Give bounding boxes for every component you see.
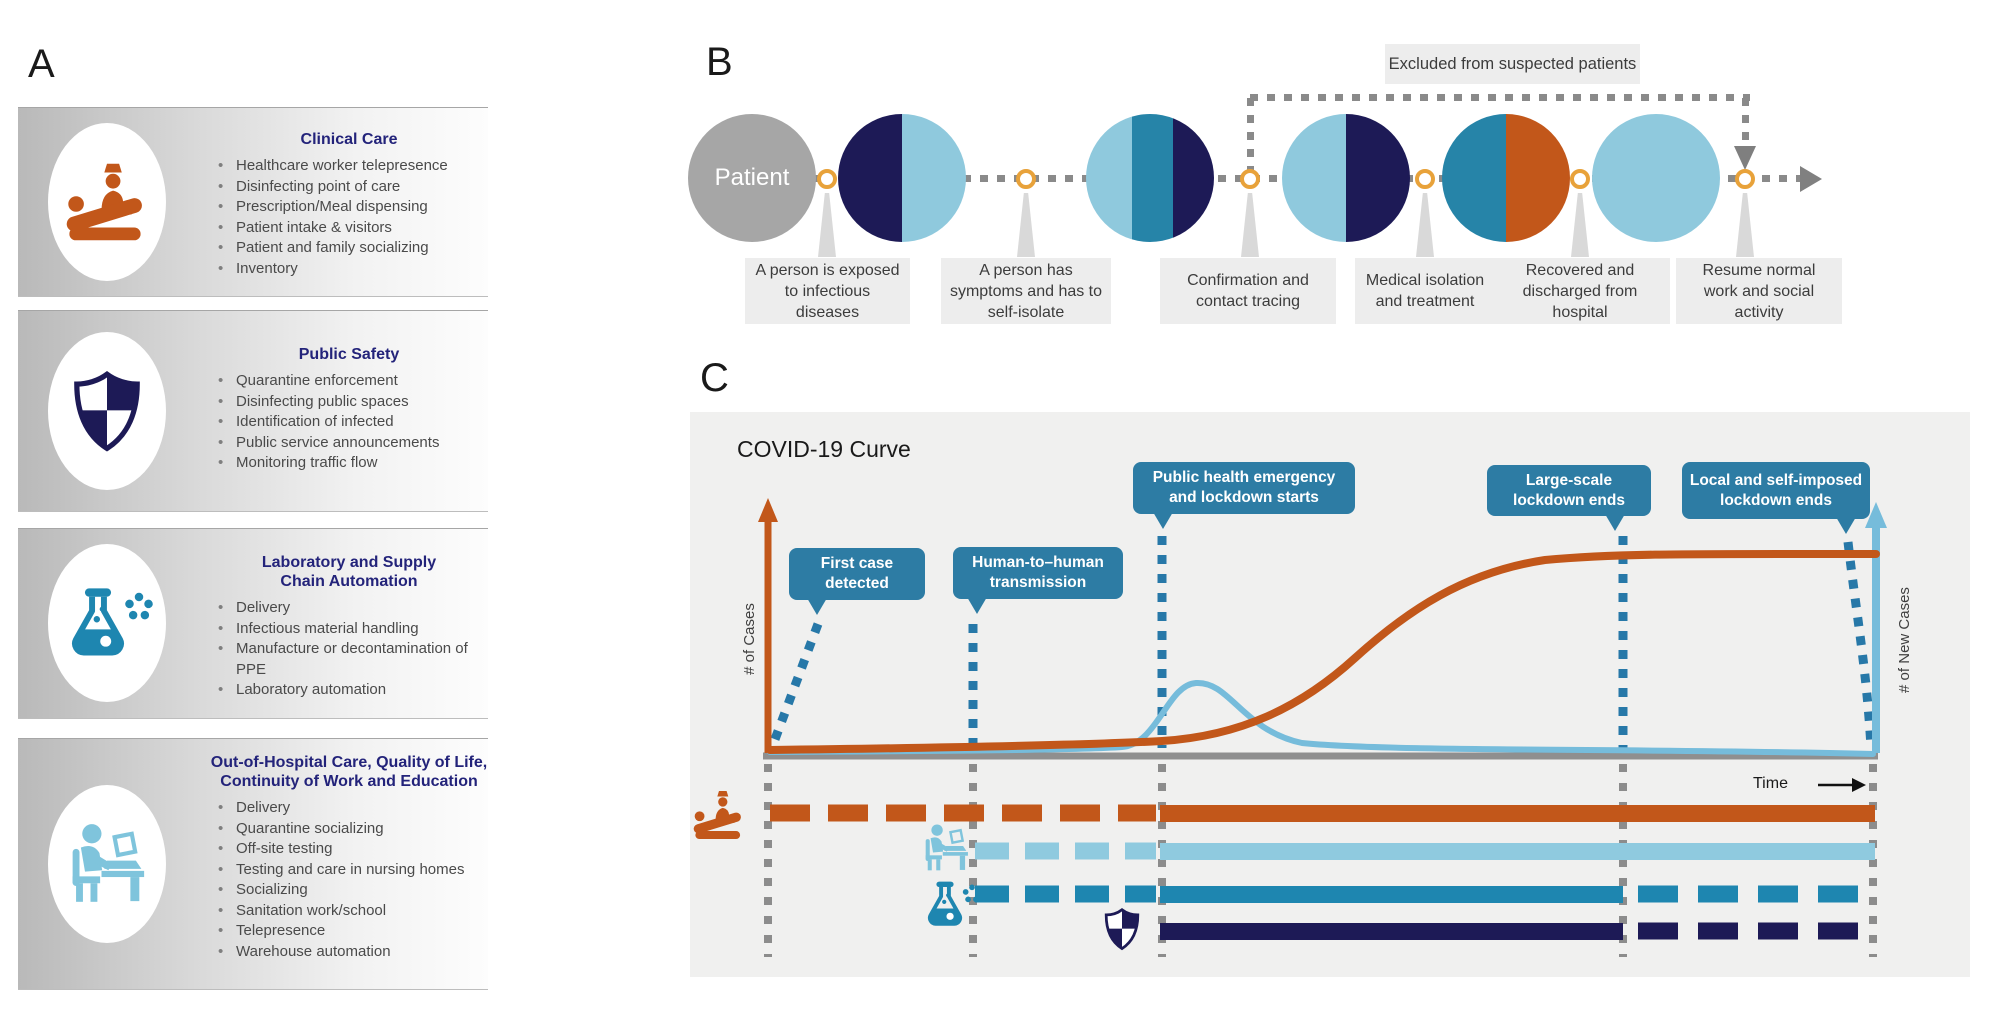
excluded-path-top-line xyxy=(1250,94,1750,101)
flow-node-6 xyxy=(1735,169,1755,189)
card-icon-circle xyxy=(48,785,166,943)
list-item: Public service announcements xyxy=(218,433,490,454)
flow-node-1 xyxy=(817,169,837,189)
remote-work-icon xyxy=(920,822,972,874)
list-item: Disinfecting public spaces xyxy=(218,392,490,413)
card-out-of-hospital: Out-of-Hospital Care, Quality of Life, C… xyxy=(18,738,488,990)
chart-title: COVID-19 Curve xyxy=(737,436,911,462)
pointer-wedge xyxy=(1736,193,1754,257)
pointer-wedge xyxy=(818,193,836,257)
callout-first-case: First case detected xyxy=(789,548,925,615)
list-item: Delivery xyxy=(218,798,490,819)
list-item: Off-site testing xyxy=(218,839,490,860)
stage-circle-confirmation xyxy=(1282,114,1410,242)
list-item: Inventory xyxy=(218,259,490,280)
list-item: Infectious material handling xyxy=(218,619,490,640)
card-clinical-care: Clinical Care Healthcare worker telepres… xyxy=(18,107,488,297)
card-public-safety: Public Safety Quarantine enforcement Dis… xyxy=(18,310,488,512)
card-title: Clinical Care xyxy=(300,131,398,148)
callout-human-transmission: Human-to–human transmission xyxy=(953,547,1123,614)
card-item-list: Quarantine enforcement Disinfecting publ… xyxy=(208,371,490,474)
public-safety-shield-icon xyxy=(1100,906,1144,952)
pointer-wedge xyxy=(1017,193,1035,257)
step-label-1: A person is exposed to infectious diseas… xyxy=(745,258,910,324)
pointer-wedge xyxy=(1241,193,1259,257)
list-item: Patient and family socializing xyxy=(218,238,490,259)
clinical-care-icon xyxy=(64,159,150,245)
virus-swirl-icon xyxy=(962,884,982,904)
list-item: Telepresence xyxy=(218,921,490,942)
callout-text: Local and self-imposed lockdown ends xyxy=(1689,471,1863,509)
callout-tail xyxy=(1836,517,1856,534)
callout-text: Large-scale lockdown ends xyxy=(1513,471,1625,509)
callout-local-lockdown-ends: Local and self-imposed lockdown ends xyxy=(1682,462,1870,534)
callout-tail xyxy=(1605,514,1625,531)
remote-work-icon xyxy=(63,820,151,908)
list-item: Socializing xyxy=(218,880,490,901)
list-item: Quarantine socializing xyxy=(218,819,490,840)
stage-circle-isolation xyxy=(1442,114,1570,242)
clinical-care-icon xyxy=(692,788,746,842)
card-title: Public Safety xyxy=(298,346,400,363)
pointer-wedge xyxy=(1571,193,1589,257)
callout-tail xyxy=(967,597,987,614)
callout-text: Public health emergency and lockdown sta… xyxy=(1152,469,1336,506)
step-label-2: A person has symptoms and has to self-is… xyxy=(941,258,1111,324)
panel-a-label: A xyxy=(28,42,55,86)
list-item: Delivery xyxy=(218,598,490,619)
step-label-3: Confirmation and contact tracing xyxy=(1160,258,1336,324)
callout-text: First case detected xyxy=(820,555,894,592)
stage-circle-exposed xyxy=(838,114,966,242)
card-item-list: Delivery Quarantine socializing Off-site… xyxy=(208,798,490,962)
list-item: Prescription/Meal dispensing xyxy=(218,197,490,218)
public-safety-shield-icon xyxy=(65,369,149,453)
card-item-list: Healthcare worker telepresence Disinfect… xyxy=(208,156,490,279)
excluded-note: Excluded from suspected patients xyxy=(1385,44,1640,84)
panel-b-label: B xyxy=(706,40,733,84)
list-item: Testing and care in nursing homes xyxy=(218,860,490,881)
list-item: Quarantine enforcement xyxy=(218,371,490,392)
card-icon-circle xyxy=(48,332,166,490)
callout-tail xyxy=(807,598,827,615)
card-icon-circle xyxy=(48,123,166,281)
callout-large-lockdown-ends: Large-scale lockdown ends xyxy=(1487,465,1651,531)
card-item-list: Delivery Infectious material handling Ma… xyxy=(208,598,490,701)
patient-circle: Patient xyxy=(688,114,816,242)
card-title: Laboratory and Supply Chain Automation xyxy=(261,554,437,590)
list-item: Healthcare worker telepresence xyxy=(218,156,490,177)
excluded-path-left-line xyxy=(1247,98,1254,170)
list-item: Sanitation work/school xyxy=(218,901,490,922)
card-laboratory: Laboratory and Supply Chain Automation D… xyxy=(18,528,488,719)
step-label-6: Resume normal work and social activity xyxy=(1676,258,1842,324)
excluded-path-right-line xyxy=(1742,98,1749,146)
list-item: Disinfecting point of care xyxy=(218,177,490,198)
list-item: Identification of infected xyxy=(218,412,490,433)
stage-circle-recovered xyxy=(1592,114,1720,242)
flow-node-5 xyxy=(1570,169,1590,189)
covid-curve-chart xyxy=(758,498,1887,957)
flow-end-arrowhead xyxy=(1800,166,1822,192)
card-title: Out-of-Hospital Care, Quality of Life, C… xyxy=(210,754,488,790)
flow-node-4 xyxy=(1415,169,1435,189)
panel-c-label: C xyxy=(700,356,729,400)
x-axis-time-label: Time xyxy=(1753,775,1788,792)
list-item: Warehouse automation xyxy=(218,942,490,963)
step-label-4: Medical isolation and treatment xyxy=(1355,258,1495,324)
card-icon-circle xyxy=(48,544,166,702)
list-item: Monitoring traffic flow xyxy=(218,453,490,474)
callout-lockdown-starts: Public health emergency and lockdown sta… xyxy=(1133,462,1355,529)
callout-text: Human-to–human transmission xyxy=(972,554,1104,591)
step-label-5: Recovered and discharged from hospital xyxy=(1490,258,1670,324)
list-item: Laboratory automation xyxy=(218,680,490,701)
flow-node-3 xyxy=(1240,169,1260,189)
stage-circle-symptoms xyxy=(1086,114,1214,242)
pointer-wedge xyxy=(1416,193,1434,257)
flow-node-2 xyxy=(1016,169,1036,189)
virus-swirl-icon xyxy=(124,592,154,622)
excluded-path-down-arrowhead xyxy=(1734,146,1756,170)
list-item: Manufacture or decontamination of PPE xyxy=(218,639,490,680)
list-item: Patient intake & visitors xyxy=(218,218,490,239)
callout-tail xyxy=(1153,512,1173,529)
